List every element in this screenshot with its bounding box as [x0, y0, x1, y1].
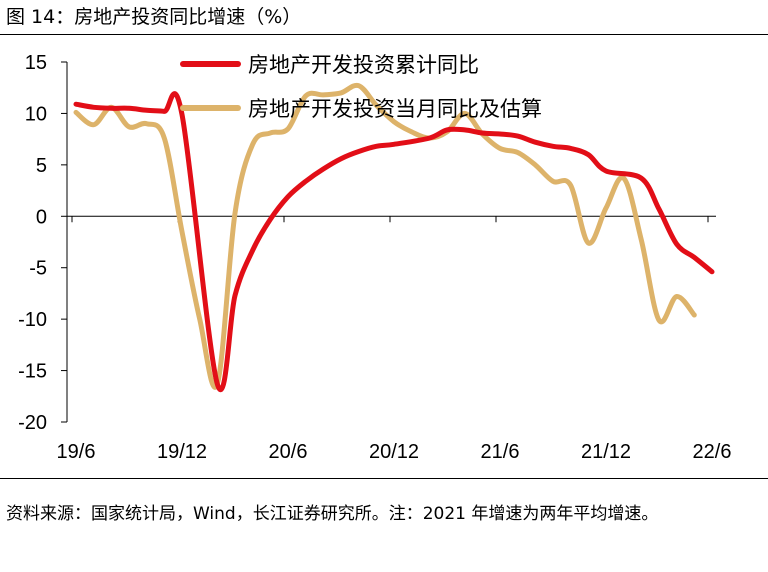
y-tick-label: -10 [18, 309, 47, 331]
x-tick-label: 19/12 [157, 441, 207, 463]
source-rule [0, 478, 768, 479]
y-tick-label: 15 [25, 52, 47, 74]
monthly-yoy-line [73, 82, 697, 390]
chart-axes: 15 10 5 0 -5 -10 -15 -20 19/6 19/12 20/6 20/12 21/6 2… [18, 52, 731, 463]
x-tick-label: 20/12 [369, 441, 419, 463]
line-chart: 15 10 5 0 -5 -10 -15 -20 19/6 19/12 20/6 20/12 21/6 2… [18, 52, 731, 463]
y-tick-label: -5 [29, 258, 47, 280]
y-tick-label: -20 [18, 412, 47, 434]
legend-label-cumulative: 房地产开发投资累计同比 [248, 53, 479, 77]
y-tick-label: -15 [18, 361, 47, 383]
x-tick-label: 20/6 [269, 441, 308, 463]
x-tick-label: 21/6 [481, 441, 520, 463]
title-rule [0, 34, 768, 35]
y-tick-label: 0 [36, 206, 47, 228]
x-tick-label: 21/12 [581, 441, 631, 463]
legend-label-monthly: 房地产开发投资当月同比及估算 [248, 97, 542, 121]
y-tick-label: 5 [36, 155, 47, 177]
chart-lines [73, 82, 715, 393]
y-tick-label: 10 [25, 103, 47, 125]
source-note: 资料来源：国家统计局，Wind，长江证券研究所。注：2021 年增速为两年平均增… [6, 504, 659, 524]
x-tick-label: 22/6 [693, 441, 732, 463]
x-tick-label: 19/6 [57, 441, 96, 463]
cumulative-yoy-line [73, 91, 715, 393]
figure-title: 图 14：房地产投资同比增速（%） [6, 6, 302, 28]
